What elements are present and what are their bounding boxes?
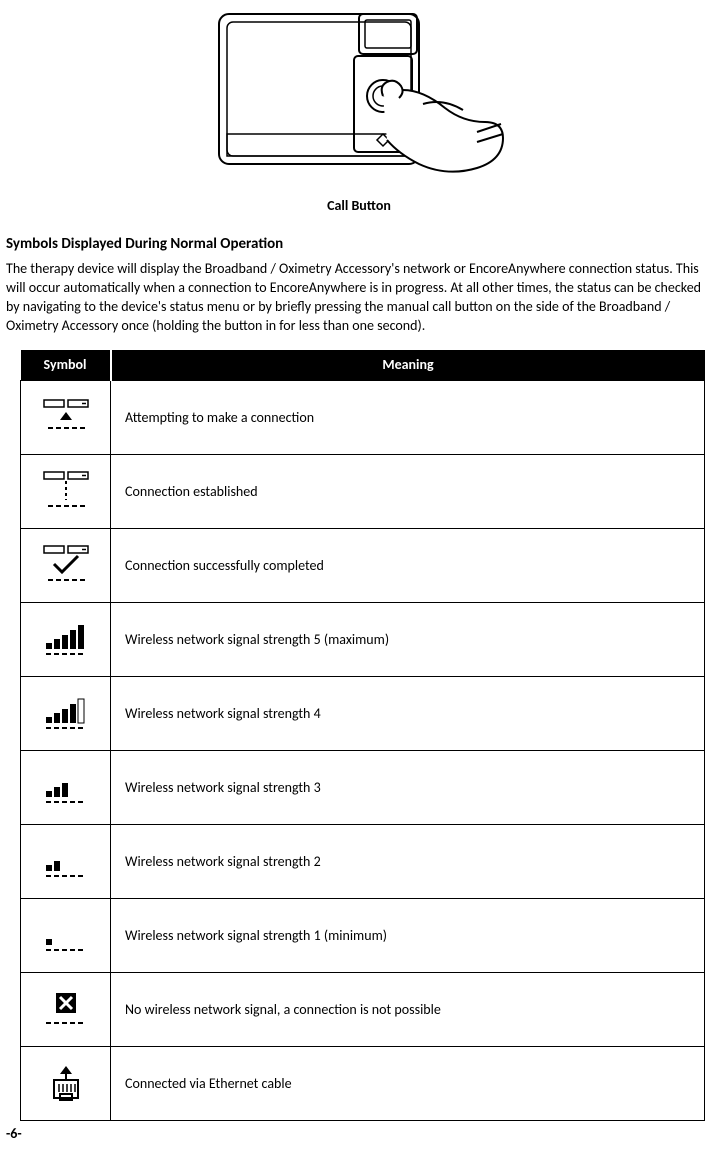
- section-heading: Symbols Displayed During Normal Operatio…: [6, 234, 712, 254]
- col-header-meaning: Meaning: [111, 350, 705, 381]
- table-row: Wireless network signal strength 1 (mini…: [21, 899, 705, 973]
- meaning-text: Wireless network signal strength 4: [111, 677, 705, 751]
- table-row: Wireless network signal strength 5 (maxi…: [21, 603, 705, 677]
- table-row: No wireless network signal, a connection…: [21, 973, 705, 1047]
- signal-2-icon: [23, 845, 108, 879]
- conn-completed-icon: [23, 544, 108, 588]
- meaning-text: Wireless network signal strength 3: [111, 751, 705, 825]
- meaning-text: Wireless network signal strength 1 (mini…: [111, 899, 705, 973]
- meaning-text: Connection successfully completed: [111, 529, 705, 603]
- symbols-table: Symbol Meaning: [20, 350, 705, 1122]
- page-number: -6-: [6, 1125, 712, 1144]
- meaning-text: Connected via Ethernet cable: [111, 1047, 705, 1121]
- table-row: Connection established: [21, 455, 705, 529]
- ethernet-icon: [23, 1064, 108, 1104]
- meaning-text: Connection established: [111, 455, 705, 529]
- no-signal-icon: [23, 991, 108, 1029]
- meaning-text: Wireless network signal strength 5 (maxi…: [111, 603, 705, 677]
- table-row: Wireless network signal strength 3: [21, 751, 705, 825]
- table-row: Wireless network signal strength 2: [21, 825, 705, 899]
- conn-established-icon: [23, 470, 108, 514]
- signal-3-icon: [23, 771, 108, 805]
- meaning-text: Wireless network signal strength 2: [111, 825, 705, 899]
- figure-caption: Call Button: [6, 197, 712, 216]
- table-row: Connection successfully completed: [21, 529, 705, 603]
- conn-attempt-icon: [23, 398, 108, 438]
- col-header-symbol: Symbol: [21, 350, 111, 381]
- table-row: Connected via Ethernet cable: [21, 1047, 705, 1121]
- section-paragraph: The therapy device will display the Broa…: [6, 260, 712, 336]
- meaning-text: No wireless network signal, a connection…: [111, 973, 705, 1047]
- table-row: Wireless network signal strength 4: [21, 677, 705, 751]
- device-illustration: [6, 6, 712, 187]
- table-row: Attempting to make a connection: [21, 381, 705, 455]
- table-header-row: Symbol Meaning: [21, 350, 705, 381]
- meaning-text: Attempting to make a connection: [111, 381, 705, 455]
- signal-1-icon: [23, 919, 108, 953]
- signal-4-icon: [23, 697, 108, 731]
- signal-5-icon: [23, 623, 108, 657]
